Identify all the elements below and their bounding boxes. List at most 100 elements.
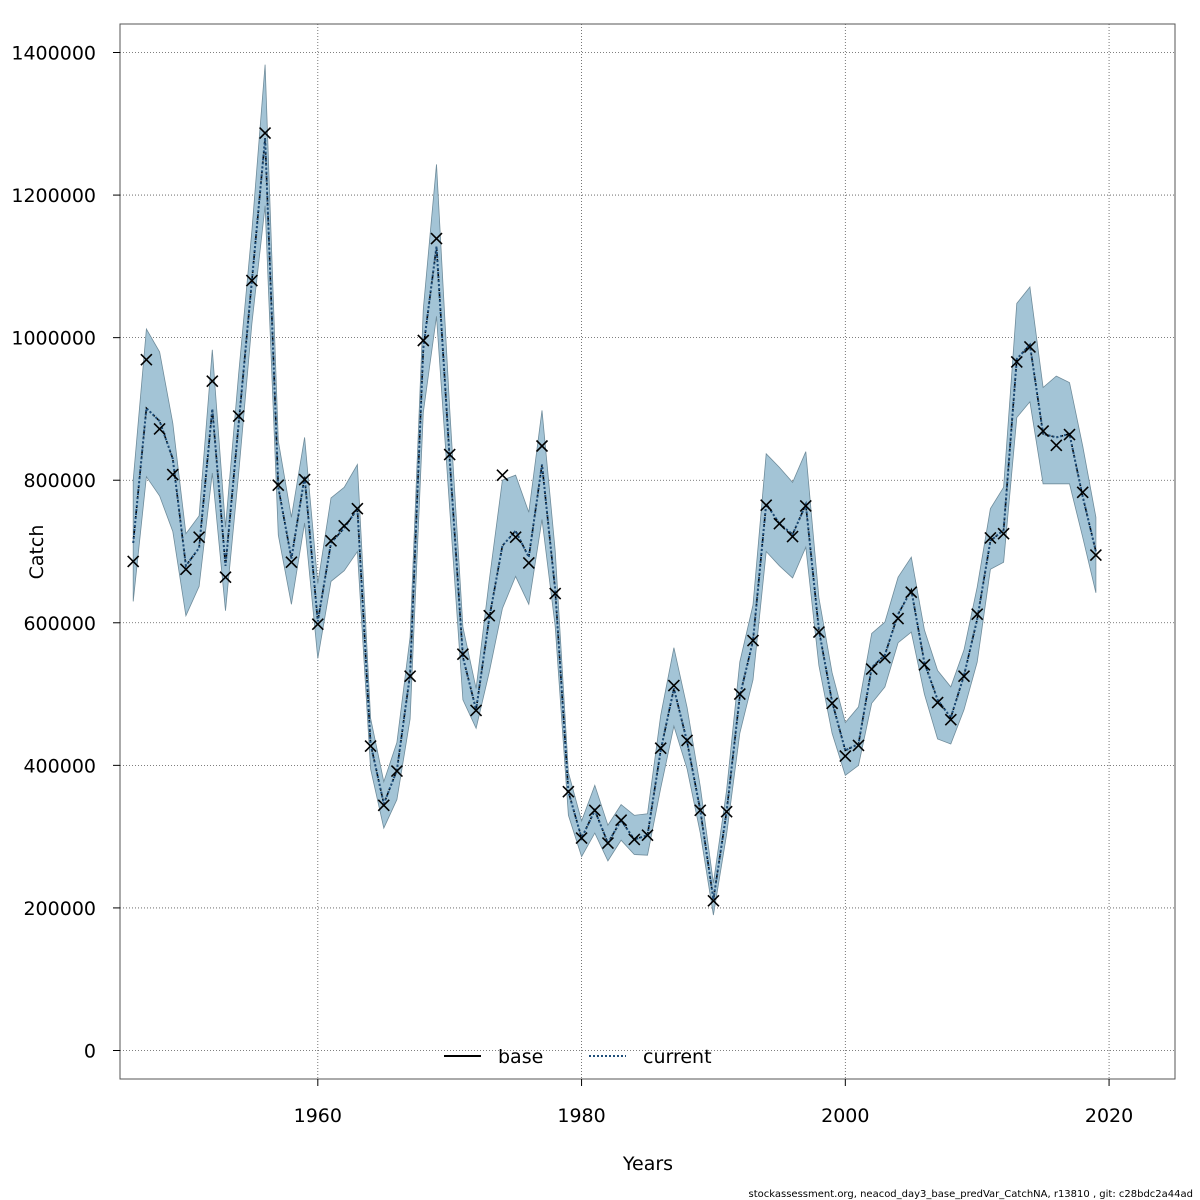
observed-point [298,473,311,486]
observed-point-stroke [193,531,206,544]
observed-point [786,530,799,543]
observed-point [865,663,878,676]
footer-caption: stockassessment.org, neacod_day3_base_pr… [749,1189,1194,1200]
observed-point [469,704,483,717]
legend: base current [444,1046,712,1068]
plot-frame [119,23,1176,1080]
observed-point-stroke [1010,355,1023,368]
x-tick-label: 2000 [821,1105,869,1127]
observed-point-stroke [364,740,377,753]
observed-point [483,609,496,622]
observed-point-stroke [773,517,786,530]
observed-point-stroke [535,439,549,453]
observed-point-stroke [878,651,891,664]
observed-point [773,517,786,530]
observed-point [535,439,549,453]
observed-point [1023,340,1037,353]
observed-point [707,894,720,907]
observed-point-stroke [272,479,285,492]
observed-point [944,713,957,726]
observed-point [826,697,839,710]
observed-point-stroke [496,469,509,482]
observed-point-stroke [179,563,193,576]
observed-point-stroke [799,499,812,512]
observed-point-stroke [588,804,601,817]
y-tick-label: 1200000 [11,185,96,207]
observed-point [1063,428,1076,441]
observed-point [1037,424,1050,438]
observed-point [667,679,680,692]
observed-point [232,409,245,423]
observed-point [351,502,364,515]
observed-point [549,587,562,600]
observed-point-stroke [127,555,140,568]
observed-point-stroke [285,556,298,569]
observed-point [733,688,746,701]
observed-point-stroke [483,609,496,622]
observed-point [496,469,509,482]
observed-point-stroke [1037,424,1050,438]
observed-point-stroke [509,531,522,544]
observed-point [245,274,258,287]
observed-point [654,742,667,755]
observed-point-stroke [166,468,179,481]
observed-point-stroke [575,831,588,845]
observed-point-stroke [153,422,166,435]
observed-point-stroke [522,556,535,569]
observed-point [615,814,628,827]
observed-point-stroke [615,814,628,827]
observed-point [179,563,193,576]
series-lines [132,138,1097,900]
observed-point [760,499,773,512]
observed-point [680,734,694,747]
observed-point [997,527,1010,540]
observed-point [338,519,351,532]
observed-point-stroke [839,750,852,763]
observed-point-stroke [905,586,918,599]
observed-point-stroke [258,126,272,140]
observed-point [509,531,522,544]
y-tick-label: 0 [84,1040,96,1062]
observed-point-stroke [245,274,258,287]
observed-point-stroke [760,499,773,512]
observed-point-stroke [733,688,746,701]
observed-point-stroke [641,829,654,842]
y-tick-label: 400000 [23,755,96,777]
observed-point [575,831,588,845]
observed-point [984,531,997,545]
observed-point [258,126,272,140]
observed-point-stroke [1089,548,1102,562]
confidence-band-area [132,64,1097,916]
observed-point [799,499,812,512]
observed-point-stroke [891,612,905,625]
observed-point [364,740,377,753]
observed-point-stroke [694,804,707,817]
observed-point [377,799,390,812]
observed-point [324,534,338,547]
observed-point [746,634,760,647]
y-axis-title: Catch [26,525,48,580]
observed-point [417,334,430,347]
observed-point-stroke [1076,486,1089,499]
y-tick-label: 200000 [23,898,96,920]
observed-point-stroke [812,625,826,639]
observed-point-stroke [852,739,865,752]
observed-point-stroke [206,375,219,388]
observed-point-stroke [971,608,984,621]
observed-point [153,422,166,435]
observed-point-stroke [324,534,338,547]
y-tick-label: 800000 [23,470,96,492]
series-line-base [132,138,1097,900]
confidence-band [132,64,1097,916]
observed-point [1076,486,1089,499]
observed-point [206,375,219,388]
observed-point [562,785,575,798]
observed-point-stroke [865,663,878,676]
x-tick-label: 2020 [1085,1105,1133,1127]
observed-point-stroke [390,764,404,778]
observed-point [193,531,206,544]
observed-point-stroke [298,473,311,486]
observed-point [1010,355,1023,368]
observed-point-stroke [707,894,720,907]
